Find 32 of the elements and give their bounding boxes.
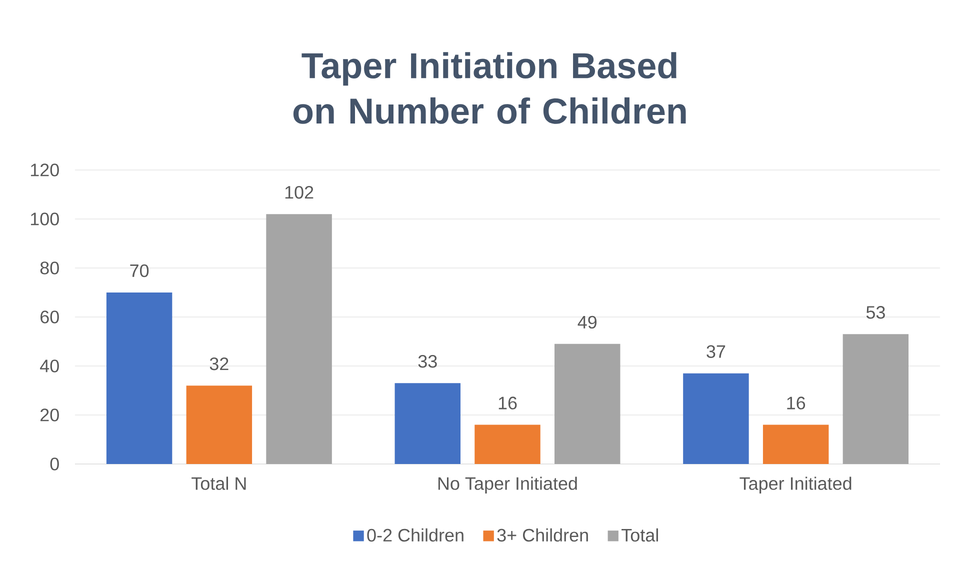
data-label: 32 <box>210 357 228 370</box>
y-tick-label: 40 <box>40 360 59 372</box>
x-tick-label: No Taper Initiated <box>438 476 577 494</box>
y-tick-label: 80 <box>40 262 59 274</box>
chart-title: Taper Initiation Based on Number of Children <box>293 52 686 124</box>
bar <box>106 292 172 464</box>
bar <box>266 214 332 464</box>
data-label: 16 <box>787 396 806 410</box>
data-label: 16 <box>498 396 517 410</box>
legend-label: Total <box>622 528 658 542</box>
x-tick-label: Taper Initiated <box>740 476 852 494</box>
data-label: 37 <box>706 345 726 358</box>
bar <box>683 373 749 464</box>
y-tick-label: 20 <box>40 408 59 422</box>
data-label: 33 <box>418 355 437 368</box>
data-label: 53 <box>866 306 885 319</box>
data-label: 70 <box>130 264 149 278</box>
legend-label: 3+ Children <box>497 528 588 542</box>
bar <box>394 383 461 464</box>
bar <box>474 424 540 464</box>
y-tick-label: 60 <box>40 310 59 324</box>
data-label: 49 <box>578 316 597 329</box>
bar <box>554 344 620 464</box>
bar <box>842 334 909 464</box>
legend-label: 0-2 Children <box>367 528 464 542</box>
y-tick-label: 120 <box>30 164 59 176</box>
x-tick-label: Total N <box>192 476 246 490</box>
y-tick-label: 100 <box>30 212 59 226</box>
data-label: 102 <box>285 186 314 199</box>
bar <box>762 424 829 464</box>
bar <box>186 386 252 464</box>
y-tick-label: 0 <box>50 458 59 470</box>
